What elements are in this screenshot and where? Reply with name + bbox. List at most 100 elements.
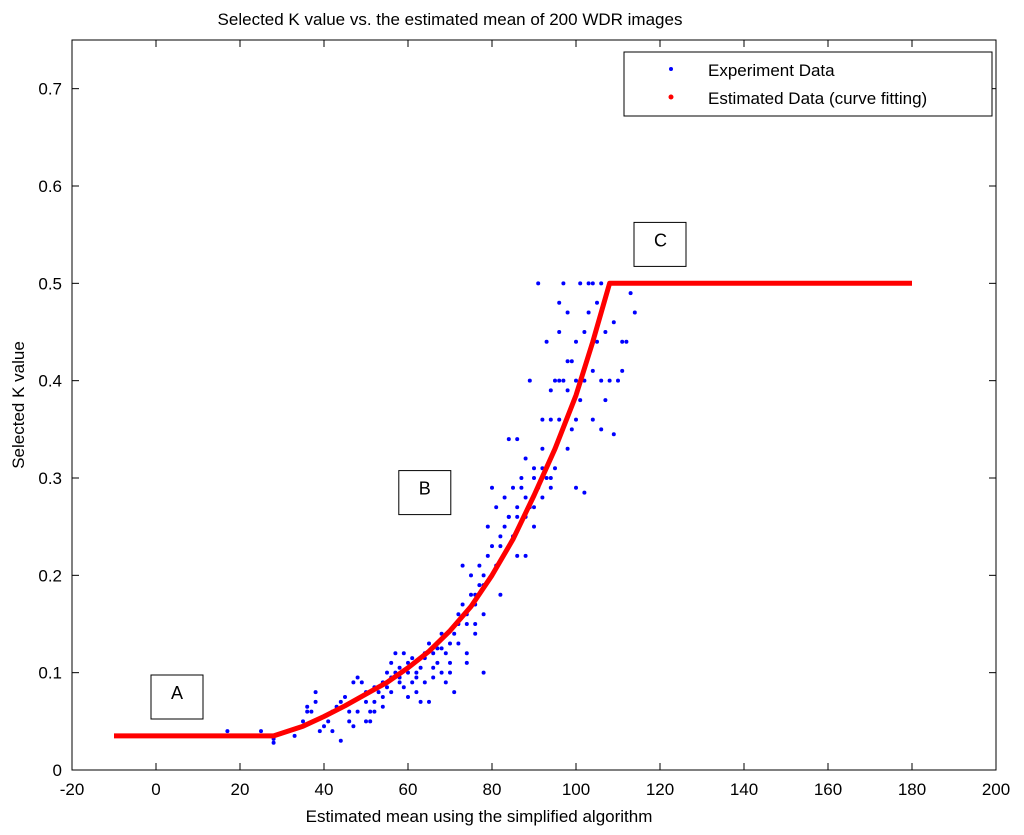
data-point <box>578 398 583 403</box>
data-point <box>473 631 478 636</box>
data-point <box>431 651 436 656</box>
data-point <box>225 729 230 734</box>
data-point <box>385 670 389 675</box>
annotation-box <box>633 221 687 267</box>
data-point <box>620 368 625 373</box>
data-point <box>506 437 511 442</box>
data-point <box>616 378 620 383</box>
x-tick-label: 40 <box>315 780 334 799</box>
x-tick-label: 80 <box>483 780 502 799</box>
data-point <box>523 553 528 558</box>
data-point <box>464 622 469 626</box>
data-point <box>540 417 545 422</box>
data-point <box>464 660 469 665</box>
data-point <box>574 339 578 344</box>
legend-marker-experiment <box>669 67 673 71</box>
data-point <box>540 446 545 451</box>
data-point <box>317 729 322 734</box>
data-point <box>351 680 356 685</box>
data-point <box>427 641 431 646</box>
data-point <box>380 704 385 709</box>
legend-label-estimated: Estimated Data (curve fitting) <box>708 89 927 108</box>
data-point <box>418 665 423 670</box>
data-point <box>406 670 410 675</box>
data-point <box>515 437 520 442</box>
data-point <box>561 378 566 383</box>
data-point <box>578 281 583 286</box>
data-point <box>372 699 377 704</box>
data-point <box>502 495 507 500</box>
y-tick-label: 0 <box>53 761 62 780</box>
data-point <box>565 388 570 393</box>
data-point <box>611 320 616 325</box>
data-point <box>565 359 570 364</box>
data-point <box>561 281 566 286</box>
data-point <box>380 695 385 699</box>
legend-label-experiment: Experiment Data <box>708 61 835 80</box>
data-point <box>485 524 490 529</box>
data-point <box>422 680 427 685</box>
data-point <box>460 602 465 607</box>
data-point <box>338 699 343 704</box>
chart-title: Selected K value vs. the estimated mean … <box>218 10 683 29</box>
data-point <box>401 685 406 690</box>
data-point <box>439 670 444 675</box>
data-point <box>595 300 599 305</box>
data-point <box>523 456 528 461</box>
data-point <box>305 709 310 714</box>
data-point <box>553 378 557 383</box>
data-point <box>305 704 310 709</box>
data-point <box>515 553 520 558</box>
data-point <box>603 398 608 403</box>
data-point <box>309 709 314 714</box>
data-point <box>490 485 494 490</box>
data-point <box>456 641 461 646</box>
data-point <box>414 690 419 695</box>
data-point <box>519 476 524 480</box>
data-point <box>565 446 570 451</box>
data-point <box>313 699 318 704</box>
data-point <box>443 680 448 685</box>
plot-area <box>71 39 997 771</box>
data-point <box>376 690 381 695</box>
annotation-label: B <box>419 479 431 499</box>
y-tick-label: 0.6 <box>38 177 62 196</box>
data-point <box>460 563 465 568</box>
data-point <box>494 505 499 510</box>
x-tick-label: -20 <box>60 780 85 799</box>
data-point <box>536 281 541 286</box>
x-axis: -20 0 20 40 60 80 100 120 140 160 180 200 <box>60 40 1010 799</box>
data-point <box>477 563 482 568</box>
data-point <box>301 719 305 724</box>
data-point <box>355 675 360 680</box>
data-point <box>452 690 457 695</box>
data-point <box>401 651 406 656</box>
data-point <box>523 495 528 500</box>
data-point <box>313 690 318 695</box>
y-tick-label: 0.4 <box>38 372 62 391</box>
data-point <box>603 330 608 334</box>
data-point <box>448 670 452 675</box>
data-point <box>431 675 436 680</box>
data-point <box>498 534 503 539</box>
y-tick-label: 0.5 <box>38 274 62 293</box>
data-point <box>599 378 604 383</box>
data-point <box>368 719 373 724</box>
data-point <box>607 378 612 383</box>
data-point <box>544 476 549 480</box>
data-point <box>469 573 473 578</box>
data-point <box>427 699 431 704</box>
data-point <box>418 699 423 704</box>
x-tick-label: 0 <box>151 780 160 799</box>
legend: Experiment Data Estimated Data (curve fi… <box>623 51 993 117</box>
data-point <box>347 719 352 724</box>
data-point <box>473 622 478 626</box>
data-point <box>532 505 536 510</box>
y-axis: 0 0.1 0.2 0.3 0.4 0.5 0.6 0.7 <box>38 80 996 780</box>
data-point <box>406 695 410 699</box>
data-point <box>364 699 368 704</box>
data-point <box>590 368 595 373</box>
data-point <box>393 651 398 656</box>
data-point <box>498 592 503 597</box>
data-point <box>557 300 562 305</box>
